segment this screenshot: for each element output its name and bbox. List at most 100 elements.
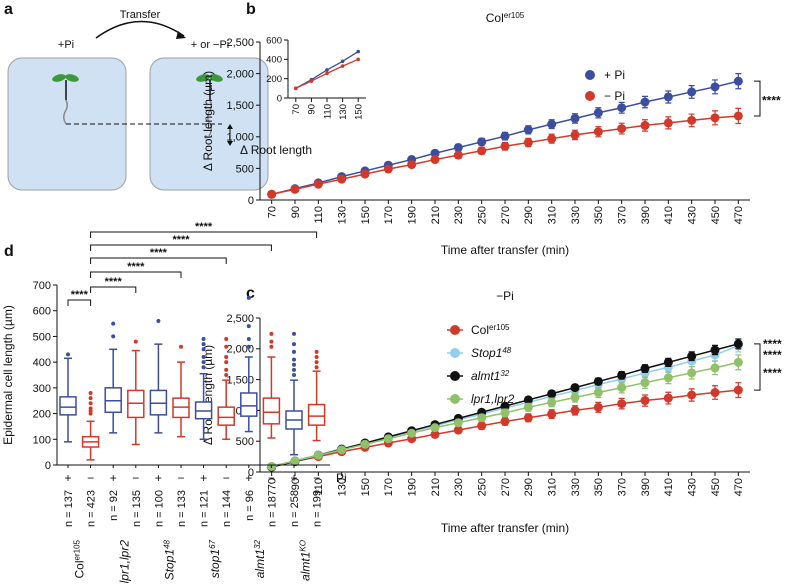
significance-label: **** — [763, 366, 782, 380]
y-tick-label: 1,500 — [226, 374, 254, 386]
pi-label: + — [110, 471, 117, 485]
marker — [383, 434, 393, 444]
pi-label: + — [290, 471, 297, 485]
marker — [453, 150, 463, 160]
label: Stop148 — [162, 539, 177, 580]
line-chart: 05001,0001,5002,0002,5007090110130150170… — [226, 313, 750, 496]
outlier — [224, 360, 229, 365]
n-text: n = 121 — [199, 490, 211, 527]
marker — [640, 120, 650, 130]
marker — [687, 368, 697, 378]
x-tick-label: 370 — [617, 478, 629, 496]
marker — [663, 393, 673, 403]
marker — [337, 445, 347, 455]
marker — [523, 395, 533, 405]
x-tick-label: 350 — [593, 478, 605, 496]
label: Coler105 — [486, 11, 525, 26]
x-tick-label: 90 — [307, 104, 318, 115]
significance-label: **** — [150, 247, 168, 259]
x-tick-label: 130 — [338, 104, 349, 120]
marker — [593, 376, 603, 386]
legend-marker — [450, 325, 460, 335]
pi-label: − — [313, 471, 320, 485]
marker — [663, 357, 673, 367]
marker — [547, 389, 557, 399]
marker — [687, 115, 697, 125]
x-tick-label: 330 — [570, 478, 582, 496]
outlier — [224, 337, 229, 341]
label: almt132 — [253, 539, 268, 578]
label: Coler105 — [72, 539, 87, 578]
y-tick-label: 100 — [33, 434, 51, 446]
significance-bracket — [67, 299, 92, 306]
y-tick-label: 0 — [45, 460, 51, 472]
marker — [687, 390, 697, 400]
n-label: n = 133 — [176, 490, 188, 527]
x-tick-label: 70 — [291, 104, 302, 115]
marker — [663, 118, 673, 128]
y-tick-label: 0 — [277, 93, 282, 104]
x-tick-label: 390 — [640, 478, 652, 496]
x-tick-label: 430 — [687, 478, 699, 496]
outlier — [292, 331, 296, 336]
significance-bracket — [90, 257, 227, 264]
label-main: almt1 — [471, 369, 500, 383]
marker — [547, 397, 557, 407]
outlier — [201, 365, 206, 370]
marker — [500, 401, 510, 411]
x-tick-label: 270 — [500, 478, 512, 496]
panel-label: b — [246, 1, 256, 18]
outlier — [201, 360, 206, 365]
label-main: + Pi — [604, 68, 625, 82]
n-label: n = 96 — [244, 490, 256, 521]
y-tick-label: 500 — [236, 436, 254, 448]
x-tick-label: 190 — [407, 478, 419, 496]
marker — [640, 396, 650, 406]
outlier — [314, 355, 319, 359]
marker — [617, 370, 627, 380]
x-tick-label: 230 — [453, 478, 465, 496]
measure-label: Δ Root length — [240, 143, 312, 157]
x-tick-label: 110 — [322, 104, 333, 119]
outlier — [269, 331, 274, 336]
box — [240, 392, 258, 417]
marker — [294, 86, 298, 91]
pi-label: − — [177, 471, 184, 485]
marker — [430, 155, 440, 165]
y-tick-label: 700 — [33, 280, 51, 292]
legend-marker — [585, 70, 595, 80]
marker — [617, 383, 627, 393]
arrow-head — [176, 31, 186, 39]
n-text: n = 187 — [266, 490, 278, 527]
significance-label: **** — [762, 94, 781, 108]
x-tick-label: 470 — [733, 206, 745, 224]
n-text: n = 92 — [108, 490, 120, 521]
outlier — [292, 367, 296, 372]
marker — [710, 388, 720, 398]
significance-label: **** — [71, 289, 89, 301]
marker — [337, 174, 347, 184]
marker — [640, 97, 650, 107]
outlier — [88, 401, 93, 406]
marker — [547, 134, 557, 144]
transfer-label: Transfer — [120, 9, 161, 21]
label: lpr1,lpr2 — [118, 540, 132, 584]
marker — [733, 111, 743, 121]
marker — [430, 423, 440, 433]
x-tick-label: 450 — [710, 478, 722, 496]
n-text: n = 144 — [221, 490, 233, 527]
y-axis-title: Δ Root length (µm) — [201, 71, 215, 171]
y-tick-label: 400 — [33, 357, 51, 369]
marker — [617, 399, 627, 409]
x-tick-label: 210 — [430, 206, 442, 224]
box — [262, 397, 281, 425]
marker — [383, 164, 393, 174]
outlier — [133, 339, 138, 344]
n-text: n = 135 — [131, 490, 143, 527]
y-tick-label: 300 — [33, 383, 51, 395]
marker — [500, 416, 510, 426]
arrow-head — [227, 124, 233, 146]
outlier — [292, 342, 296, 347]
label: − Pi — [604, 89, 625, 103]
